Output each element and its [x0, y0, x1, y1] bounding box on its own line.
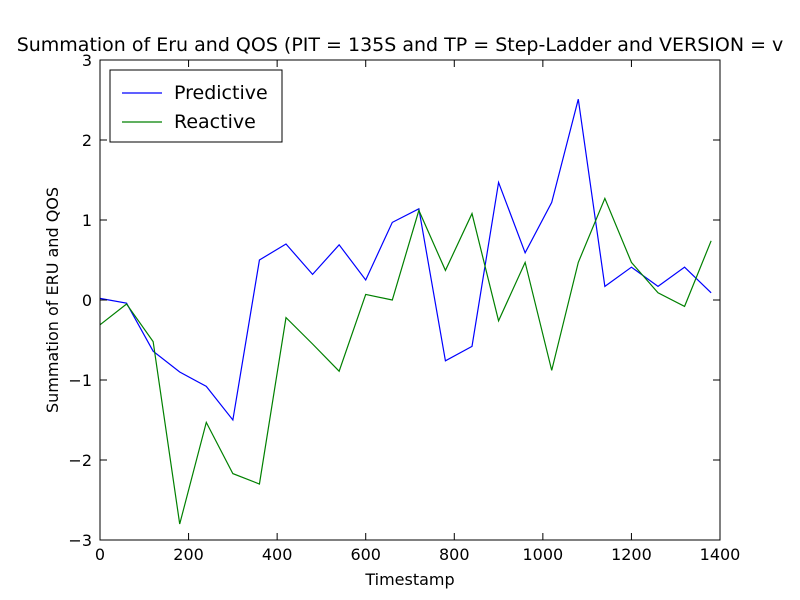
series-line-predictive: [99, 99, 712, 422]
x-tick-label: 800: [439, 545, 470, 564]
x-tick-label: 1200: [611, 545, 652, 564]
y-tick-label: −2: [68, 451, 92, 470]
x-tick-label: 400: [262, 545, 293, 564]
y-tick-label: 2: [82, 131, 92, 150]
y-tick-label: 0: [82, 291, 92, 310]
y-tick-label: −3: [68, 531, 92, 550]
series-line-reactive: [99, 196, 712, 525]
legend-label-predictive: Predictive: [174, 82, 268, 104]
x-tick-label: 200: [173, 545, 204, 564]
x-tick-label: 0: [95, 545, 105, 564]
x-tick-label: 1400: [700, 545, 741, 564]
x-tick-label: 1000: [522, 545, 563, 564]
x-tick-label: 600: [350, 545, 381, 564]
chart-title: Summation of Eru and QOS (PIT = 135S and…: [17, 34, 784, 56]
legend: Predictive Reactive: [109, 69, 283, 143]
y-axis-label: Summation of ERU and QOS: [43, 187, 62, 413]
legend-label-reactive: Reactive: [174, 111, 256, 133]
y-tick-label: 1: [82, 211, 92, 230]
y-tick-label: −1: [68, 371, 92, 390]
y-tick-label: 3: [82, 51, 92, 70]
x-axis-label: Timestamp: [364, 570, 454, 589]
legend-box: [109, 69, 283, 143]
